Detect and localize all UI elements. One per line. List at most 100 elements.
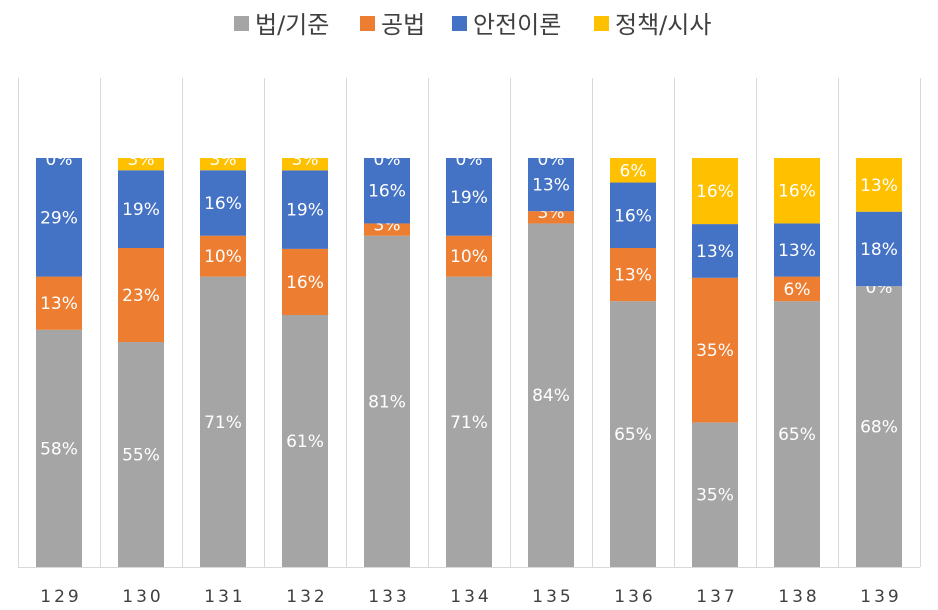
- data-label-136-3: 16%: [614, 206, 652, 226]
- data-label-136-2: 13%: [614, 266, 652, 286]
- bar-segment-129-2: [36, 276, 82, 330]
- data-label-131-3: 16%: [204, 194, 242, 214]
- x-tick-135: 135: [532, 587, 573, 607]
- legend: 법/기준 공법 안전이론 정책/시사: [234, 11, 711, 39]
- legend-swatch-4: [594, 16, 609, 31]
- data-label-139-1: 68%: [860, 418, 898, 438]
- data-label-133-1: 81%: [368, 392, 406, 412]
- bar-segment-132-3: [282, 170, 328, 249]
- bar-segment-134-1: [446, 276, 492, 567]
- data-label-130-1: 55%: [122, 446, 160, 466]
- data-label-134-2: 10%: [450, 247, 488, 267]
- bar-segment-137-4: [692, 158, 738, 225]
- x-tick-134: 134: [450, 587, 491, 607]
- bar-segment-138-2: [774, 276, 820, 302]
- bar-segment-129-3: [36, 158, 82, 277]
- data-label-129-1: 58%: [40, 439, 78, 459]
- bar-segment-136-3: [610, 182, 656, 248]
- bar-segment-131-2: [200, 235, 246, 277]
- bar-segment-131-1: [200, 276, 246, 567]
- bar-segment-136-1: [610, 301, 656, 567]
- bar-segment-131-4: [200, 158, 246, 171]
- legend-swatch-1: [234, 16, 249, 31]
- data-label-130-3: 19%: [122, 200, 160, 220]
- data-label-130-4: 3%: [128, 150, 155, 170]
- bar-segment-129-1: [36, 329, 82, 567]
- data-label-135-3: 13%: [532, 176, 570, 196]
- data-label-137-4: 16%: [696, 182, 734, 202]
- bar-segment-130-4: [118, 158, 164, 171]
- data-label-132-1: 61%: [286, 432, 324, 452]
- bar-segment-132-4: [282, 158, 328, 171]
- data-label-134-3: 19%: [450, 188, 488, 208]
- bar-segment-132-2: [282, 248, 328, 315]
- x-tick-133: 133: [368, 587, 409, 607]
- data-label-129-2: 13%: [40, 294, 78, 314]
- data-label-138-3: 13%: [778, 241, 816, 261]
- bar-segment-135-3: [528, 158, 574, 212]
- bar-segment-131-3: [200, 170, 246, 236]
- data-label-131-4: 3%: [210, 150, 237, 170]
- data-label-132-2: 16%: [286, 273, 324, 293]
- bar-segment-139-1: [856, 286, 902, 567]
- bar-segment-134-3: [446, 158, 492, 236]
- bar-segment-130-3: [118, 170, 164, 248]
- bar-segment-133-1: [364, 235, 410, 567]
- category-dividers: [18, 78, 921, 568]
- data-label-132-3: 19%: [286, 201, 324, 221]
- bar-segment-133-2: [364, 223, 410, 236]
- bar-segment-136-2: [610, 247, 656, 302]
- data-label-135-1: 84%: [532, 386, 570, 406]
- data-label-129-3: 29%: [40, 208, 78, 228]
- data-label-136-4: 6%: [620, 161, 647, 181]
- data-label-138-2: 6%: [784, 280, 811, 300]
- bars: 58% 13% 29% 0% 55% 23% 19% 3% 71% 10% 16% 3% 61% 16% 1…: [36, 150, 902, 567]
- data-label-139-4: 13%: [860, 176, 898, 196]
- x-tick-139: 139: [860, 587, 901, 607]
- x-axis-tick-labels: 129 130 131 132 133 134 135 136 137 138 139: [40, 587, 901, 607]
- data-label-137-2: 35%: [696, 341, 734, 361]
- bar-segment-139-4: [856, 158, 902, 212]
- bar-segment-134-2: [446, 235, 492, 277]
- x-tick-129: 129: [40, 587, 81, 607]
- data-label-138-4: 16%: [778, 182, 816, 202]
- bar-segment-137-2: [692, 277, 738, 423]
- bar-segment-130-1: [118, 342, 164, 567]
- x-tick-136: 136: [614, 587, 655, 607]
- data-label-134-1: 71%: [450, 413, 488, 433]
- data-label-133-3: 16%: [368, 182, 406, 202]
- data-label-136-1: 65%: [614, 425, 652, 445]
- data-label-132-4: 3%: [292, 150, 319, 170]
- data-label-133-4: 0%: [374, 150, 401, 170]
- data-label-135-4: 0%: [538, 150, 565, 170]
- data-label-137-1: 35%: [696, 486, 734, 506]
- bar-segment-138-4: [774, 158, 820, 224]
- x-tick-138: 138: [778, 587, 819, 607]
- x-tick-137: 137: [696, 587, 737, 607]
- data-label-131-1: 71%: [204, 413, 242, 433]
- bar-segment-138-1: [774, 301, 820, 567]
- data-label-134-4: 0%: [456, 150, 483, 170]
- bar-segment-133-3: [364, 158, 410, 224]
- legend-swatch-3: [452, 16, 467, 31]
- data-label-139-3: 18%: [860, 240, 898, 260]
- bar-segment-136-4: [610, 158, 656, 183]
- x-tick-130: 130: [122, 587, 163, 607]
- data-label-129-4: 0%: [46, 150, 73, 170]
- legend-label-3: 안전이론: [473, 11, 561, 39]
- bar-segment-130-2: [118, 247, 164, 343]
- bar-segment-135-2: [528, 211, 574, 224]
- bar-segment-135-1: [528, 223, 574, 567]
- bar-segment-138-3: [774, 223, 820, 277]
- x-tick-132: 132: [286, 587, 327, 607]
- bar-segment-137-1: [692, 422, 738, 567]
- legend-label-2: 공법: [381, 11, 425, 39]
- bar-segment-137-3: [692, 224, 738, 278]
- data-label-131-2: 10%: [204, 247, 242, 267]
- bar-segment-139-3: [856, 211, 902, 287]
- legend-label-4: 정책/시사: [615, 11, 711, 39]
- legend-swatch-2: [360, 16, 375, 31]
- x-tick-131: 131: [204, 587, 245, 607]
- legend-label-1: 법/기준: [255, 11, 329, 39]
